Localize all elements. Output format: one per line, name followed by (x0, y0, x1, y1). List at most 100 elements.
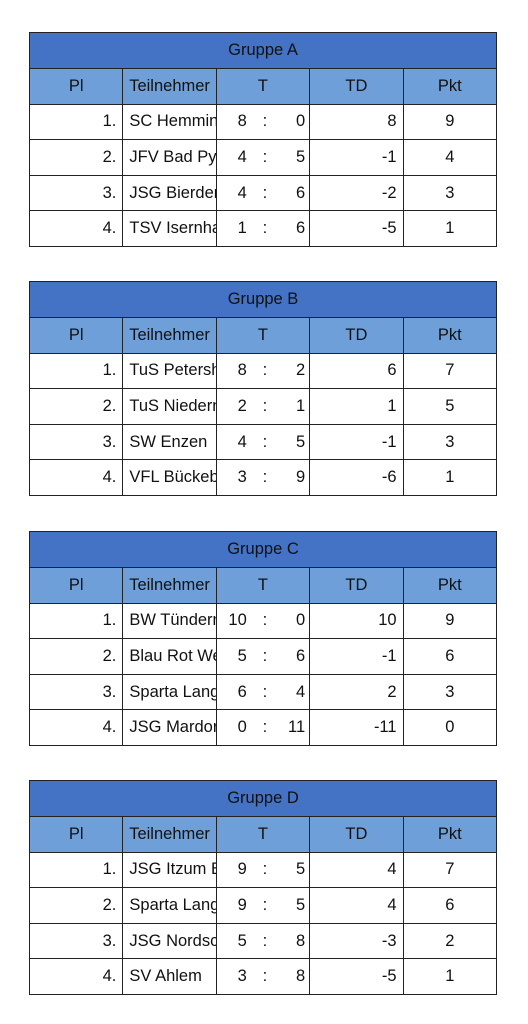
table-row: 2.TuS Niedernwöhren2:115 (28, 388, 498, 425)
goals-against: 0 (295, 611, 306, 630)
goals-separator: : (262, 396, 268, 415)
table-row: 4. SV Ahlem 3: 8 -5 1 (28, 958, 498, 995)
table-row: 2.Blau Rot Weiß 5: 6-16 (28, 638, 498, 675)
cell-goals: 5: 8 (215, 922, 311, 960)
header-row: Pl Teilnehmer T TD Pkt (28, 317, 498, 354)
goals-against: 5 (295, 860, 306, 879)
table-row: 2.Sparta Langenhagen 2 9: 546 (28, 887, 498, 924)
header-pkt: Pkt (402, 567, 498, 604)
cell-team-name: JSG Bierden Uphusen (122, 174, 217, 212)
header-pkt: Pkt (402, 317, 498, 354)
cell-team-name: TuS Petershagen Ovenstä (122, 352, 217, 390)
header-teilnehmer: Teilnehmer (122, 816, 217, 853)
cell-points: 3 (402, 174, 498, 212)
goals-for: 8 (237, 112, 247, 131)
cell-goals: 4: 6 (215, 174, 311, 212)
goals-against: 4 (295, 682, 306, 701)
goals-against: 8 (295, 967, 306, 986)
goals-for: 9 (237, 860, 247, 879)
cell-goal-difference: -1 (309, 423, 404, 461)
cell-place: 3. (28, 922, 124, 960)
goals-for: 4 (237, 432, 247, 451)
cell-goals: 8: 0 (215, 103, 311, 141)
cell-place: 1. (28, 602, 124, 640)
cell-goal-difference: 2 (309, 673, 404, 711)
goals-separator: : (262, 112, 268, 131)
goals-for: 8 (237, 361, 247, 380)
cell-goals: 9: 5 (215, 887, 311, 924)
cell-goal-difference: 4 (309, 851, 404, 889)
goals-against: 9 (295, 468, 306, 487)
cell-goals: 3: 9 (215, 459, 311, 496)
cell-place: 4. (28, 958, 124, 995)
header-td: TD (309, 317, 404, 354)
goals-against: 5 (295, 432, 306, 451)
table-row: 3.JSG Bierden Uphusen 4: 6-23 (28, 174, 498, 212)
header-pkt: Pkt (402, 816, 498, 853)
header-pl: Pl (28, 816, 124, 853)
cell-points: 9 (402, 103, 498, 141)
header-td: TD (309, 567, 404, 604)
header-pl: Pl (28, 567, 124, 604)
cell-goal-difference: -1 (309, 139, 404, 176)
cell-place: 4. (28, 210, 124, 247)
goals-against: 1 (295, 396, 306, 415)
table-row: 4.JSG Mardorf Schneeren0:11-110 (28, 709, 498, 746)
cell-goal-difference: -3 (309, 922, 404, 960)
cell-points: 1 (402, 210, 498, 247)
cell-team-name: TuS Niedernwöhren (122, 388, 217, 425)
cell-place: 4. (28, 459, 124, 496)
cell-team-name: SW Enzen (122, 423, 217, 461)
cell-team-name: BW Tündern (122, 602, 217, 640)
cell-points: 6 (402, 638, 498, 675)
cell-goals: 2: 1 (215, 388, 311, 425)
goals-against: 11 (288, 718, 306, 737)
goals-against: 8 (295, 931, 306, 950)
group-title: Gruppe D (29, 780, 497, 817)
table-row: 2.JFV Bad Pyrmont4:5-14 (28, 139, 498, 176)
cell-points: 1 (402, 958, 498, 995)
goals-against: 2 (295, 361, 306, 380)
goals-for: 5 (237, 931, 247, 950)
cell-place: 3. (28, 673, 124, 711)
cell-team-name: SV Ahlem (122, 958, 217, 995)
cell-goal-difference: -11 (309, 709, 404, 746)
cell-points: 3 (402, 673, 498, 711)
goals-against: 5 (295, 147, 306, 166)
cell-place: 2. (28, 887, 124, 924)
goals-for: 2 (237, 396, 247, 415)
goals-against: 6 (295, 219, 306, 238)
goals-separator: : (262, 611, 268, 630)
cell-place: 1. (28, 851, 124, 889)
goals-separator: : (262, 967, 268, 986)
group-title: Gruppe B (29, 281, 497, 318)
standings-table: Gruppe C Pl Teilnehmer T TD Pkt 1. BW Tündern 10… (28, 531, 498, 746)
cell-team-name: SC Hemmingen Westerfeld (122, 103, 217, 141)
goals-separator: : (262, 183, 268, 202)
goals-separator: : (262, 646, 268, 665)
table-row: 4.TSV Isernhagen1:6-51 (28, 210, 498, 247)
cell-place: 2. (28, 638, 124, 675)
header-td: TD (309, 68, 404, 105)
cell-place: 2. (28, 388, 124, 425)
group-title: Gruppe A (29, 32, 497, 69)
cell-place: 4. (28, 709, 124, 746)
goals-separator: : (262, 361, 268, 380)
goals-separator: : (262, 860, 268, 879)
cell-goals: 10: 0 (215, 602, 311, 640)
cell-goals: 4: 5 (215, 139, 311, 176)
cell-team-name: VFL Bückeburg (122, 459, 217, 496)
cell-goal-difference: -2 (309, 174, 404, 212)
cell-team-name: JFV Bad Pyrmont (122, 139, 217, 176)
cell-goals: 4: 5 (215, 423, 311, 461)
goals-for: 1 (237, 219, 247, 238)
goals-for: 0 (237, 718, 247, 737)
goals-for: 3 (237, 967, 247, 986)
header-td: TD (309, 816, 404, 853)
cell-place: 3. (28, 174, 124, 212)
goals-separator: : (262, 931, 268, 950)
goals-against: 6 (295, 183, 306, 202)
goals-separator: : (262, 895, 268, 914)
